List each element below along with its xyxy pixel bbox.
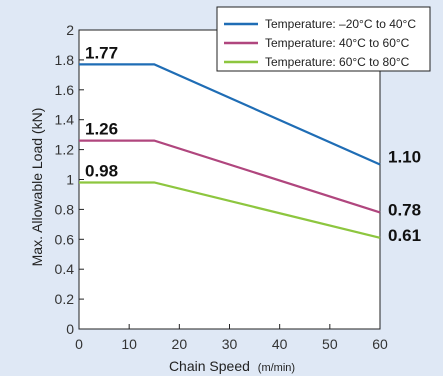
series-1-start-label: 1.77 xyxy=(85,43,118,62)
y-tick-label: 2 xyxy=(66,22,74,38)
series-line-3 xyxy=(79,181,381,239)
y-axis-title: Max. Allowable Load (kN) xyxy=(29,108,45,267)
y-tick-label: 1.4 xyxy=(55,112,75,128)
series-line-1 xyxy=(79,63,381,166)
y-tick-label: 0.4 xyxy=(55,261,75,277)
y-tick-label: 0.8 xyxy=(55,201,75,217)
x-tick-label: 0 xyxy=(75,336,83,352)
x-tick-label: 20 xyxy=(172,336,188,352)
series-1-end-label: 1.10 xyxy=(388,148,421,167)
y-tick-label: 0.2 xyxy=(55,291,75,307)
y-tick-label: 1 xyxy=(66,172,74,188)
x-axis: 0 10 20 30 40 50 60 xyxy=(75,324,388,352)
x-axis-title-text: Chain Speed xyxy=(169,358,250,374)
y-tick-label: 1.6 xyxy=(55,82,75,98)
legend-label-1: Temperature: –20°C to 40°C xyxy=(265,17,416,31)
series-lines xyxy=(79,63,381,239)
series-line-2 xyxy=(79,139,381,214)
x-tick-label: 60 xyxy=(372,336,388,352)
x-axis-title: Chain Speed (m/min) xyxy=(169,358,295,374)
legend-label-3: Temperature: 60°C to 80°C xyxy=(265,55,410,69)
legend-label-2: Temperature: 40°C to 60°C xyxy=(265,36,410,50)
y-tick-label: 1.2 xyxy=(55,142,75,158)
x-tick-label: 30 xyxy=(222,336,238,352)
legend: Temperature: –20°C to 40°C Temperature: 4… xyxy=(216,6,431,72)
x-axis-unit: (m/min) xyxy=(258,362,295,374)
series-3-end-label: 0.61 xyxy=(388,226,421,245)
series-2-start-label: 1.26 xyxy=(85,120,118,139)
data-labels: 1.77 1.10 1.26 0.78 0.98 0.61 xyxy=(85,43,421,244)
y-tick-label: 0.6 xyxy=(55,231,75,247)
x-tick-label: 10 xyxy=(121,336,137,352)
series-2-end-label: 0.78 xyxy=(388,200,421,219)
y-tick-label: 1.8 xyxy=(55,52,75,68)
x-tick-label: 40 xyxy=(272,336,288,352)
y-axis: 0 0.2 0.4 0.6 0.8 1 1.2 1.4 1.6 1.8 2 xyxy=(55,22,84,337)
plot-area xyxy=(78,29,381,330)
legend-box xyxy=(216,6,431,72)
y-tick-label: 0 xyxy=(66,321,74,337)
x-tick-label: 50 xyxy=(322,336,338,352)
series-3-start-label: 0.98 xyxy=(85,161,118,180)
